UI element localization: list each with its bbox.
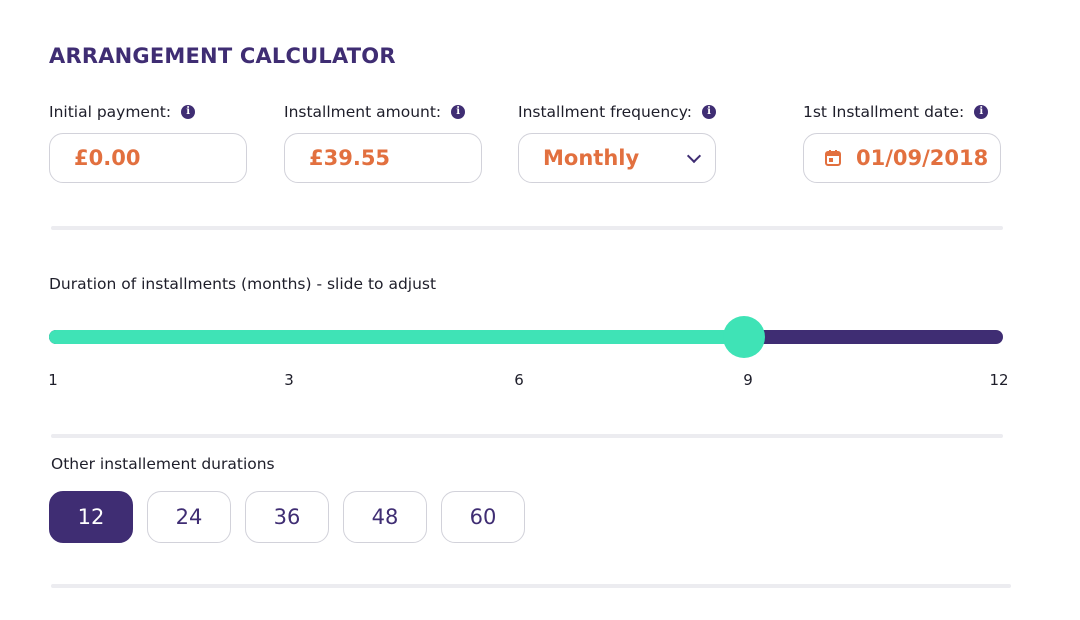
duration-option-12[interactable]: 12 — [49, 491, 133, 543]
slider-tick-label: 9 — [743, 371, 753, 389]
duration-option-24[interactable]: 24 — [147, 491, 231, 543]
duration-option-48[interactable]: 48 — [343, 491, 427, 543]
initial-payment-input[interactable]: £0.00 — [49, 133, 247, 183]
initial-payment-label-row: Initial payment: i — [49, 101, 249, 123]
slider-tick-label: 1 — [48, 371, 58, 389]
initial-payment-field: Initial payment: i £0.00 — [49, 101, 249, 183]
installment-amount-label: Installment amount: — [284, 103, 442, 121]
first-installment-date-field: 1st Installment date: i 01/09/2018 — [803, 101, 1003, 183]
divider — [51, 584, 1011, 588]
installment-frequency-label-row: Installment frequency: i — [518, 101, 718, 123]
slider-tick-label: 6 — [514, 371, 524, 389]
other-durations-label: Other installement durations — [51, 455, 275, 473]
duration-slider-fill — [49, 330, 744, 344]
installment-frequency-field: Installment frequency: i Monthly — [518, 101, 718, 183]
installment-frequency-select[interactable]: Monthly — [518, 133, 716, 183]
info-icon[interactable]: i — [181, 105, 196, 119]
divider — [51, 226, 1003, 230]
info-icon[interactable]: i — [451, 105, 466, 119]
chevron-down-icon — [686, 148, 702, 163]
installment-amount-field: Installment amount: i £39.55 — [284, 101, 484, 183]
page-title: ARRANGEMENT CALCULATOR — [49, 44, 396, 68]
info-icon[interactable]: i — [701, 105, 716, 119]
first-installment-date-value: 01/09/2018 — [856, 146, 989, 170]
first-installment-date-input[interactable]: 01/09/2018 — [803, 133, 1001, 183]
duration-slider-label: Duration of installments (months) - slid… — [49, 275, 437, 293]
divider — [51, 434, 1003, 438]
info-icon[interactable]: i — [974, 105, 989, 119]
duration-slider-thumb[interactable] — [723, 316, 765, 358]
installment-amount-label-row: Installment amount: i — [284, 101, 484, 123]
first-installment-date-label: 1st Installment date: — [803, 103, 965, 121]
calendar-icon — [825, 150, 841, 166]
installment-frequency-label: Installment frequency: — [518, 103, 692, 121]
first-installment-date-label-row: 1st Installment date: i — [803, 101, 1003, 123]
duration-option-60[interactable]: 60 — [441, 491, 525, 543]
initial-payment-label: Initial payment: — [49, 103, 172, 121]
slider-tick-label: 12 — [989, 371, 1009, 389]
duration-slider-track[interactable] — [49, 330, 1003, 344]
duration-option-36[interactable]: 36 — [245, 491, 329, 543]
installment-frequency-value: Monthly — [543, 146, 640, 170]
slider-tick-label: 3 — [284, 371, 294, 389]
installment-amount-input[interactable]: £39.55 — [284, 133, 482, 183]
